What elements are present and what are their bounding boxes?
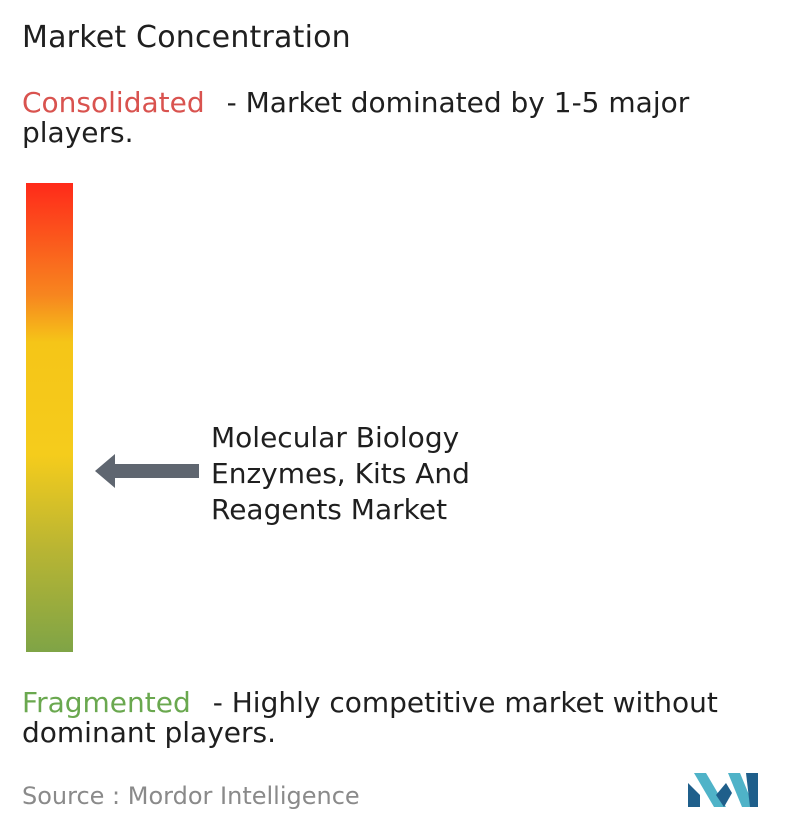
left-arrow-icon [95, 454, 199, 488]
fragmented-label: Fragmented [22, 686, 191, 719]
consolidated-description: Consolidated - Market dominated by 1-5 ma… [22, 88, 792, 148]
fragmented-text: - Highly competitive market without domi… [22, 686, 718, 749]
consolidated-label: Consolidated [22, 86, 205, 119]
consolidated-text: - Market dominated by 1-5 major players. [22, 86, 690, 149]
mordor-intelligence-logo [688, 773, 758, 807]
source-text: Source : Mordor Intelligence [22, 782, 360, 810]
concentration-gradient-bar [26, 183, 73, 652]
fragmented-description: Fragmented - Highly competitive market wi… [22, 688, 792, 748]
market-label: Molecular Biology Enzymes, Kits And Reag… [211, 420, 470, 526]
page-title: Market Concentration [22, 20, 351, 55]
